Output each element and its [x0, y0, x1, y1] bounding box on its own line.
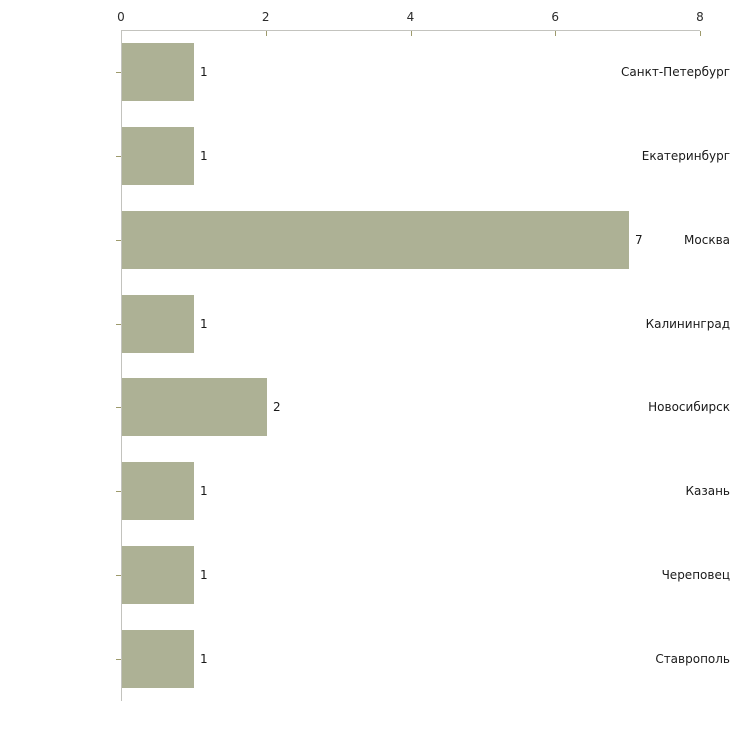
bar-value-label: 1	[200, 316, 208, 331]
bar[interactable]	[122, 43, 194, 101]
bar[interactable]	[122, 630, 194, 688]
category-label: Москва	[684, 232, 730, 247]
bar-value-label: 7	[635, 232, 643, 247]
category-label: Санкт-Петербург	[621, 64, 730, 79]
y-tick-mark	[116, 324, 121, 325]
bar[interactable]	[122, 378, 267, 436]
x-tick-label: 2	[261, 10, 270, 24]
category-label: Новосибирск	[648, 400, 730, 415]
bar[interactable]	[122, 546, 194, 604]
x-tick-label: 8	[696, 10, 704, 24]
bar[interactable]	[122, 295, 194, 353]
y-tick-mark	[116, 407, 121, 408]
x-tick-mark	[555, 31, 557, 36]
bar[interactable]	[122, 127, 194, 185]
x-tick-mark	[700, 31, 701, 36]
bar-value-label: 1	[200, 64, 208, 79]
y-tick-mark	[116, 240, 121, 241]
y-tick-mark	[116, 575, 121, 576]
x-tick-label: 0	[117, 10, 125, 24]
x-tick-mark	[265, 31, 267, 36]
x-axis-line	[121, 30, 700, 31]
bar-value-label: 1	[200, 148, 208, 163]
y-tick-mark	[116, 72, 121, 73]
y-tick-mark	[116, 659, 121, 660]
x-tick-label: 4	[406, 10, 415, 24]
category-label: Калининград	[645, 316, 730, 331]
bar-value-label: 1	[200, 484, 208, 499]
bar[interactable]	[122, 211, 629, 269]
x-tick-mark	[410, 31, 412, 36]
bar-value-label: 1	[200, 568, 208, 583]
y-axis-line	[121, 30, 122, 701]
y-tick-mark	[116, 491, 121, 492]
category-label: Ставрополь	[655, 652, 730, 667]
bar-value-label: 2	[273, 400, 281, 415]
y-tick-mark	[116, 156, 121, 157]
category-label: Казань	[685, 484, 730, 499]
bar[interactable]	[122, 462, 194, 520]
bar-value-label: 1	[200, 652, 208, 667]
category-label: Череповец	[661, 568, 730, 583]
x-tick-label: 6	[551, 10, 560, 24]
category-label: Екатеринбург	[641, 148, 730, 163]
